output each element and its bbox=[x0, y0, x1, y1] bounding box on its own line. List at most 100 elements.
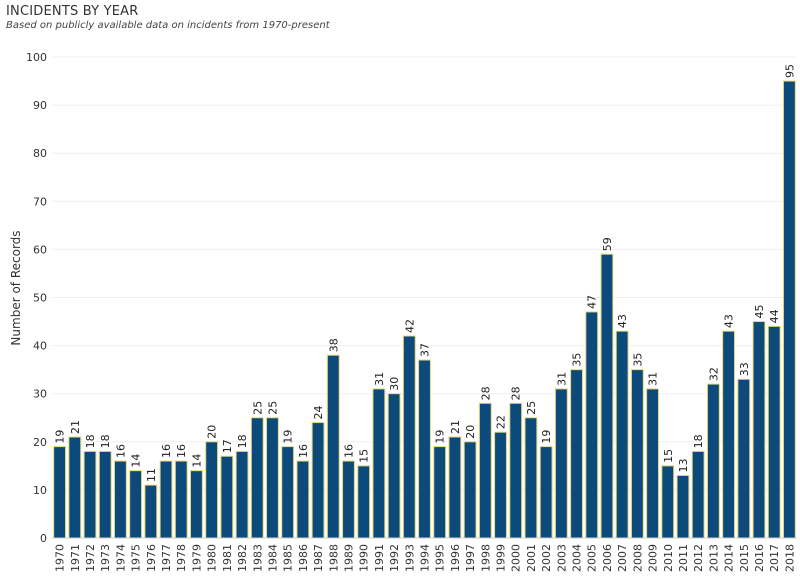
bar-2001[interactable] bbox=[524, 417, 538, 539]
bar-1974[interactable] bbox=[113, 460, 127, 539]
data-label-2008: 35 bbox=[631, 353, 644, 367]
bar-1975[interactable] bbox=[129, 470, 143, 539]
data-label-2013: 32 bbox=[707, 367, 720, 381]
bar-1978[interactable] bbox=[174, 460, 188, 539]
bar-1992[interactable] bbox=[387, 393, 401, 539]
bar-2008[interactable] bbox=[630, 369, 644, 539]
data-label-2012: 18 bbox=[692, 434, 705, 448]
x-tick-label-1994: 1994 bbox=[419, 544, 432, 572]
bar-2004[interactable] bbox=[570, 369, 583, 539]
y-tick-label: 70 bbox=[33, 195, 47, 208]
bar-1988[interactable] bbox=[326, 354, 340, 539]
y-tick-label: 40 bbox=[33, 340, 47, 353]
bar-2016[interactable] bbox=[752, 321, 766, 539]
y-tick-label: 30 bbox=[33, 388, 47, 401]
x-tick-label-2016: 2016 bbox=[753, 544, 766, 572]
bar-1982[interactable] bbox=[235, 450, 249, 539]
bar-1971[interactable] bbox=[68, 436, 82, 539]
bar-2005[interactable] bbox=[585, 311, 599, 539]
data-label-2001: 25 bbox=[525, 401, 538, 415]
bar-1996[interactable] bbox=[448, 436, 462, 539]
bar-1981[interactable] bbox=[220, 455, 234, 539]
bar-1993[interactable] bbox=[402, 335, 416, 539]
x-tick-label-1985: 1985 bbox=[282, 544, 295, 572]
bar-1994[interactable] bbox=[418, 359, 431, 539]
x-tick-label-1990: 1990 bbox=[358, 544, 371, 572]
bar-2000[interactable] bbox=[509, 402, 523, 539]
x-tick-label-1975: 1975 bbox=[130, 544, 143, 572]
bar-2002[interactable] bbox=[539, 446, 553, 539]
bar-1995[interactable] bbox=[433, 446, 447, 539]
data-label-2010: 15 bbox=[662, 449, 675, 463]
bar-1987[interactable] bbox=[311, 422, 325, 539]
bar-2018[interactable] bbox=[782, 80, 796, 539]
x-tick-label-1970: 1970 bbox=[54, 544, 67, 572]
bar-1991[interactable] bbox=[372, 388, 386, 539]
bar-1985[interactable] bbox=[281, 446, 295, 539]
x-tick-label-2013: 2013 bbox=[707, 544, 720, 572]
data-label-1992: 30 bbox=[388, 377, 401, 391]
y-tick-label: 10 bbox=[33, 484, 47, 497]
bar-2003[interactable] bbox=[554, 388, 568, 539]
y-tick-label: 60 bbox=[33, 243, 47, 256]
bar-2013[interactable] bbox=[706, 383, 720, 539]
bar-1973[interactable] bbox=[98, 450, 112, 539]
bar-1998[interactable] bbox=[478, 402, 492, 539]
x-tick-label-1989: 1989 bbox=[342, 544, 355, 572]
x-tick-label-1991: 1991 bbox=[373, 544, 386, 572]
bar-1980[interactable] bbox=[205, 441, 219, 539]
bar-2014[interactable] bbox=[722, 330, 736, 539]
data-label-1983: 25 bbox=[251, 401, 264, 415]
data-label-1999: 22 bbox=[495, 415, 508, 429]
data-label-1977: 16 bbox=[160, 444, 173, 458]
bar-1983[interactable] bbox=[250, 417, 264, 539]
x-tick-label-1992: 1992 bbox=[388, 544, 401, 572]
bar-2007[interactable] bbox=[615, 330, 629, 539]
x-tick-label-1988: 1988 bbox=[327, 544, 340, 572]
x-tick-label-2014: 2014 bbox=[723, 544, 736, 572]
data-label-2016: 45 bbox=[753, 305, 766, 319]
bar-2010[interactable] bbox=[661, 465, 675, 539]
x-tick-label-2005: 2005 bbox=[586, 544, 599, 572]
data-label-2000: 28 bbox=[510, 386, 523, 400]
data-label-2002: 19 bbox=[540, 430, 553, 444]
x-tick-label-1982: 1982 bbox=[236, 544, 249, 572]
x-tick-label-1997: 1997 bbox=[464, 544, 477, 572]
data-label-2017: 44 bbox=[768, 309, 781, 323]
bar-1984[interactable] bbox=[266, 417, 279, 539]
bar-1977[interactable] bbox=[159, 460, 173, 539]
y-tick-label: 0 bbox=[40, 532, 47, 545]
data-label-2009: 31 bbox=[647, 372, 660, 386]
x-tick-label-2010: 2010 bbox=[662, 544, 675, 572]
bar-1990[interactable] bbox=[357, 465, 371, 539]
x-tick-label-2008: 2008 bbox=[631, 544, 644, 572]
bar-1986[interactable] bbox=[296, 460, 310, 539]
x-tick-label-2011: 2011 bbox=[677, 544, 690, 572]
bars bbox=[53, 80, 796, 539]
bar-1979[interactable] bbox=[190, 470, 203, 539]
x-tick-label-2015: 2015 bbox=[738, 544, 751, 572]
bar-1972[interactable] bbox=[83, 450, 97, 539]
x-tick-label-1971: 1971 bbox=[69, 544, 82, 572]
chart-title: INCIDENTS BY YEAR bbox=[6, 4, 139, 19]
bar-2017[interactable] bbox=[767, 325, 781, 539]
x-tick-label-1998: 1998 bbox=[479, 544, 492, 572]
bar-2012[interactable] bbox=[691, 450, 705, 539]
bar-2011[interactable] bbox=[676, 474, 690, 539]
bar-1970[interactable] bbox=[53, 446, 67, 539]
bar-1976[interactable] bbox=[144, 484, 158, 539]
bar-2015[interactable] bbox=[737, 378, 751, 539]
data-label-1988: 38 bbox=[327, 338, 340, 352]
data-label-2007: 43 bbox=[616, 314, 629, 328]
data-label-1989: 16 bbox=[342, 444, 355, 458]
bar-2006[interactable] bbox=[600, 253, 614, 539]
x-tick-label-1981: 1981 bbox=[221, 544, 234, 572]
bar-1997[interactable] bbox=[463, 441, 477, 539]
bar-2009[interactable] bbox=[646, 388, 659, 539]
data-label-1986: 16 bbox=[297, 444, 310, 458]
bar-1999[interactable] bbox=[494, 431, 507, 539]
data-label-1991: 31 bbox=[373, 372, 386, 386]
bar-1989[interactable] bbox=[342, 460, 355, 539]
